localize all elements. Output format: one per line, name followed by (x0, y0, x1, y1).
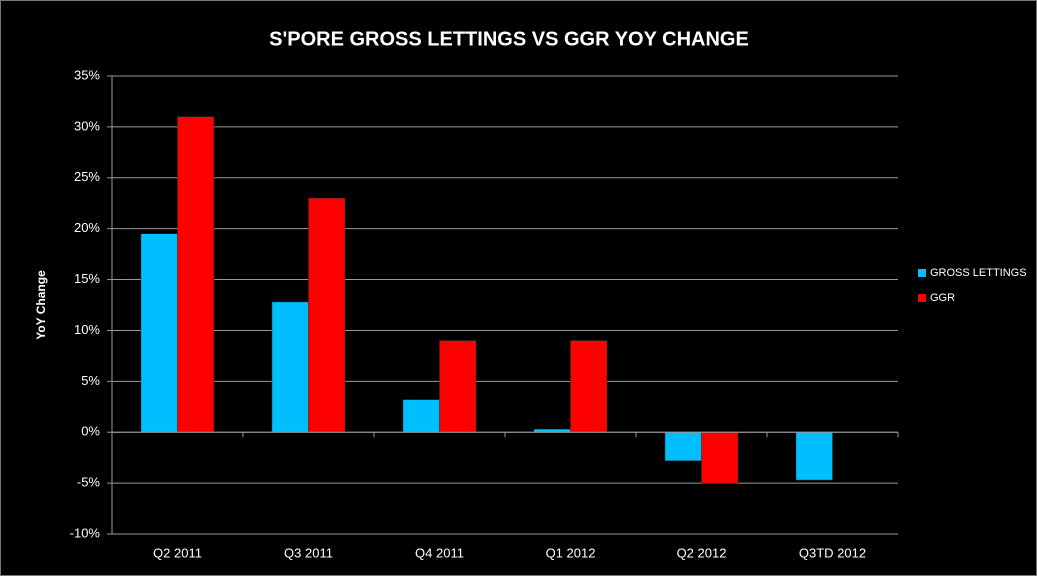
y-tick-label: 20% (74, 220, 100, 235)
y-axis-title: YoY Change (34, 270, 48, 340)
bar (439, 340, 477, 433)
legend-label: GROSS LETTINGS (930, 267, 1027, 279)
bar (664, 431, 702, 461)
x-tick-label: Q2 2011 (153, 545, 202, 560)
legend-label: GGR (930, 292, 955, 304)
x-tick-label: Q1 2012 (546, 545, 596, 560)
x-tick-label: Q4 2011 (415, 545, 464, 560)
bar (271, 301, 309, 433)
legend-swatch (918, 269, 926, 277)
y-tick-label: 30% (74, 118, 100, 133)
bar (140, 233, 178, 433)
legend-swatch (918, 294, 926, 302)
x-tick-label: Q3 2011 (284, 545, 333, 560)
y-tick-label: -10% (70, 525, 101, 540)
x-tick-label: Q2 2012 (677, 545, 727, 560)
y-tick-label: 35% (74, 67, 100, 82)
y-tick-label: 25% (74, 169, 100, 184)
bar (308, 197, 346, 433)
y-tick-label: 0% (81, 424, 100, 439)
x-tick-label: Q3TD 2012 (799, 545, 866, 560)
chart-title: S'PORE GROSS LETTINGS VS GGR YOY CHANGE (269, 28, 749, 50)
bar (177, 116, 215, 433)
bar (570, 340, 608, 433)
bar (795, 431, 833, 481)
bar (402, 399, 440, 433)
y-tick-label: -5% (77, 475, 101, 490)
bar (701, 431, 739, 484)
y-tick-label: 10% (74, 322, 100, 337)
y-tick-label: 5% (81, 373, 100, 388)
y-tick-label: 15% (74, 271, 100, 286)
